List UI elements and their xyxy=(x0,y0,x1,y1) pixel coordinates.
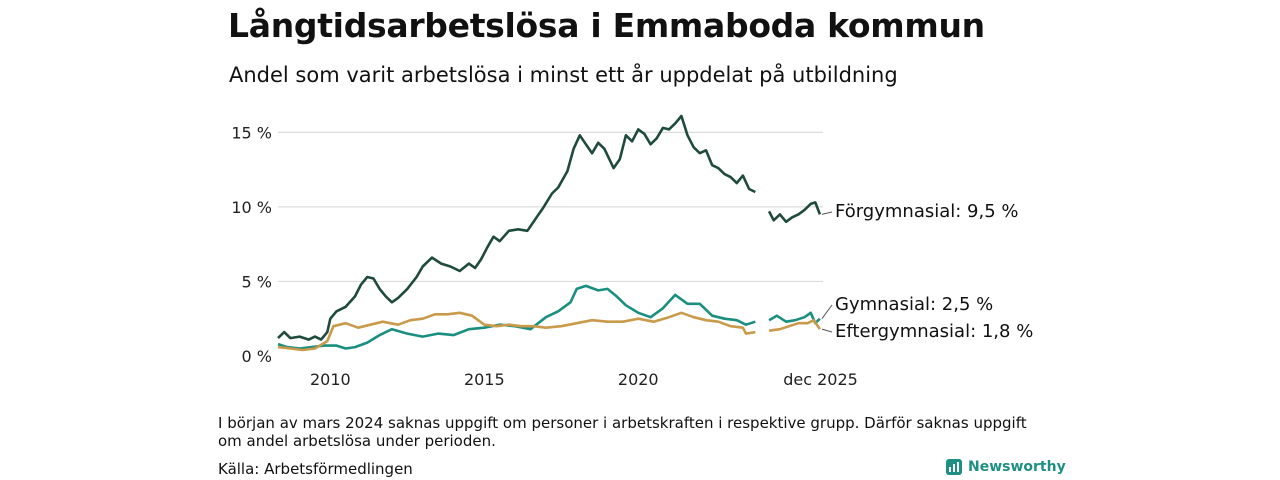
label-connector xyxy=(821,304,833,320)
series-line-förgymnasial xyxy=(767,201,822,224)
series-end-label: Gymnasial: 2,5 % xyxy=(835,294,993,315)
y-tick-label: 5 % xyxy=(242,272,272,291)
series-end-label: Eftergymnasial: 1,8 % xyxy=(835,321,1033,342)
label-connector xyxy=(821,211,833,215)
footnote: I början av mars 2024 saknas uppgift om … xyxy=(218,414,1027,450)
x-axis: 2010 2015 2020 dec 2025 xyxy=(310,370,858,389)
grid-lines xyxy=(278,131,823,283)
x-tick-label: 2015 xyxy=(464,370,505,389)
series-end-label: Förgymnasial: 9,5 % xyxy=(835,201,1019,222)
bar-chart-logo-icon xyxy=(946,459,962,475)
series-line-eftergymnasial xyxy=(277,311,756,352)
brand-name: Newsworthy xyxy=(968,459,1066,475)
x-tick-label: 2010 xyxy=(310,370,351,389)
y-axis: 0 % 5 % 10 % 15 % xyxy=(231,123,272,366)
line-chart: 0 % 5 % 10 % 15 % 2010 2015 2020 dec 2025 Förg… xyxy=(231,114,1033,389)
series-lines xyxy=(277,114,822,352)
x-tick-label: dec 2025 xyxy=(783,370,858,389)
y-tick-label: 10 % xyxy=(231,198,272,217)
series-line-förgymnasial xyxy=(277,114,756,341)
x-tick-label: 2020 xyxy=(618,370,659,389)
y-tick-label: 0 % xyxy=(242,347,272,366)
series-line-gymnasial xyxy=(277,284,756,350)
brand-logo[interactable]: Newsworthy xyxy=(946,459,1066,475)
series-end-labels: Förgymnasial: 9,5 % Gymnasial: 2,5 % Efter… xyxy=(821,201,1033,342)
label-connector xyxy=(821,328,833,333)
chart-subtitle: Andel som varit arbetslösa i minst ett å… xyxy=(229,63,898,87)
series-line-eftergymnasial xyxy=(768,318,821,332)
chart-title: Långtidsarbetslösa i Emmaboda kommun xyxy=(228,6,985,45)
y-tick-label: 15 % xyxy=(231,123,272,142)
source-text: Källa: Arbetsförmedlingen xyxy=(218,460,413,478)
